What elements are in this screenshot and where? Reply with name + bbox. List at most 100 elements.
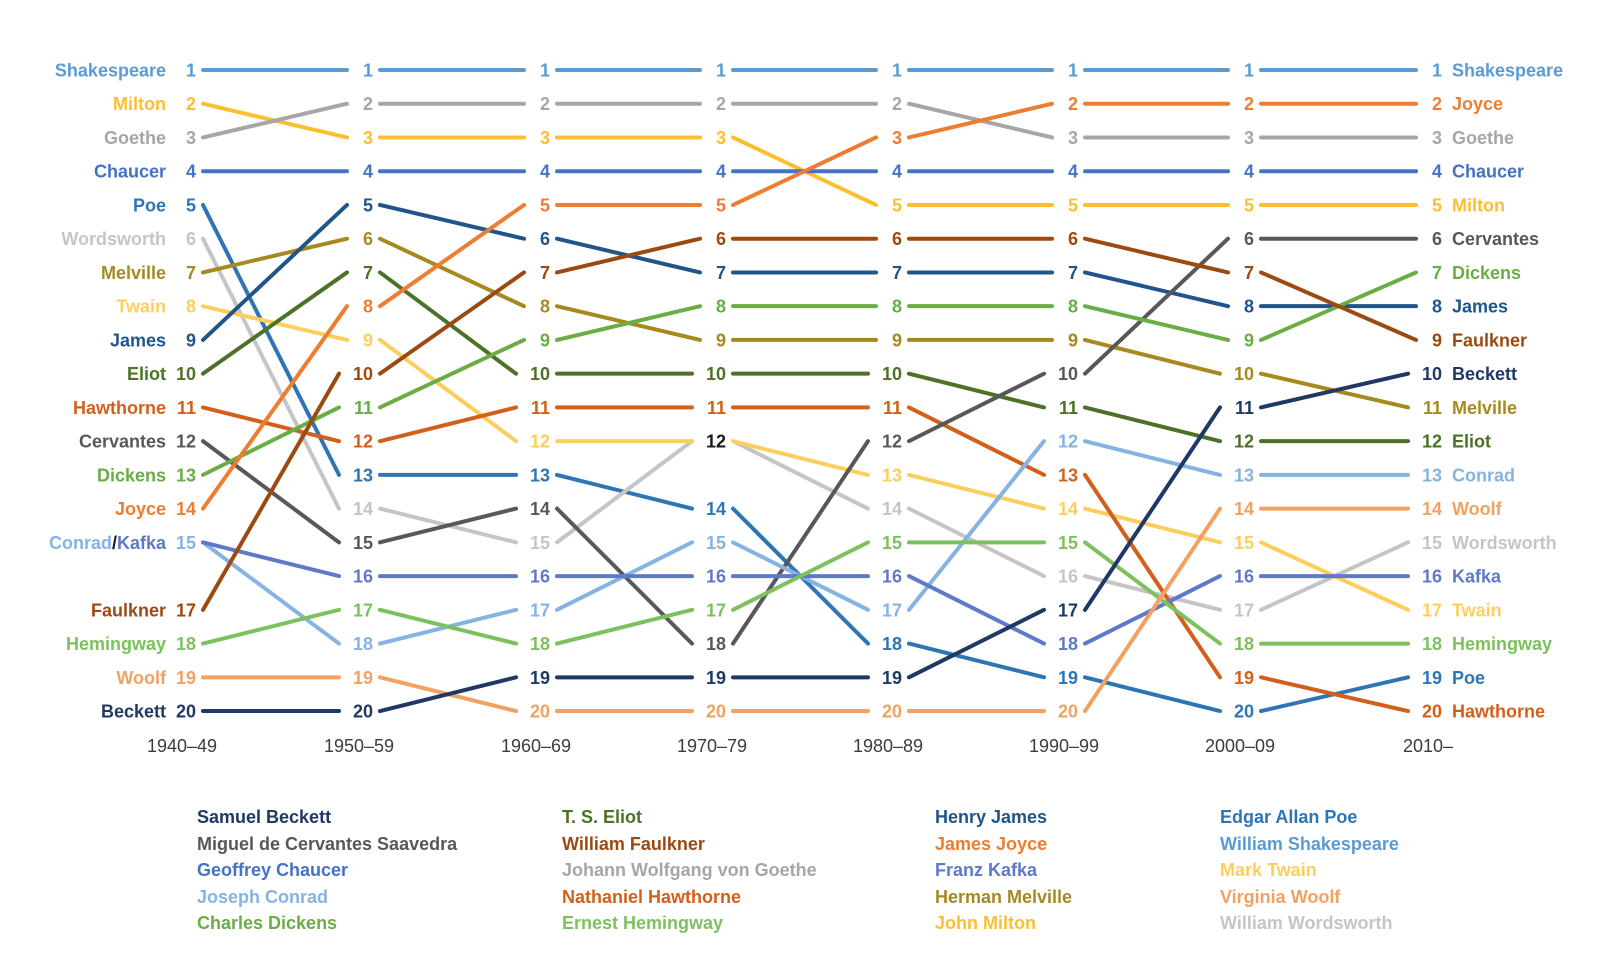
rank-number-col0-r2: 2 — [186, 94, 196, 114]
rank-line-Beckett-4 — [907, 607, 1046, 680]
rank-line-Conrad-5 — [1083, 439, 1222, 477]
rank-number-col5-r13: 13 — [1058, 465, 1078, 485]
rank-line-Joyce-4 — [907, 101, 1054, 140]
rank-number-col6-r15: 15 — [1234, 533, 1254, 553]
rank-number-col6-r2: 2 — [1244, 94, 1254, 114]
rank-number-col2-r16: 16 — [530, 567, 550, 587]
rank-line-Melville-0 — [201, 236, 349, 275]
legend-item-Melville: Herman Melville — [935, 886, 1073, 907]
rank-number-col7-r1: 1 — [1432, 61, 1442, 81]
rank-line-Poe-4 — [907, 641, 1046, 680]
rank-line-Poe-5 — [1083, 675, 1222, 714]
rank-number-col4-r6: 6 — [892, 229, 902, 249]
rank-number-col6-r3: 3 — [1244, 128, 1254, 148]
rank-line-Dickens-2 — [555, 304, 702, 342]
rank-number-col6-r16: 16 — [1234, 567, 1254, 587]
rank-line-Hemingway-1 — [378, 607, 518, 646]
rank-number-col5-r11: 11 — [1059, 398, 1078, 418]
rank-line-Faulkner-5 — [1083, 236, 1230, 275]
rank-line-Kafka-4 — [907, 574, 1046, 646]
rank-line-Wordsworth-2 — [555, 439, 694, 545]
legend-column-2: Henry James James Joyce Franz Kafka Herman … — [935, 804, 1295, 937]
rank-number-col3-r1: 1 — [716, 61, 726, 81]
legend-item-Wordsworth: William Wordsworth — [1220, 913, 1393, 933]
rank-number-col1-r2: 2 — [363, 94, 373, 114]
rank-number-col1-r4: 4 — [363, 162, 373, 182]
series-Woolf — [201, 506, 1410, 714]
left-label-r10: Eliot — [127, 364, 166, 384]
rank-number-col0-r4: 4 — [186, 162, 196, 182]
rank-number-col1-r19: 19 — [353, 668, 373, 688]
right-label-Wordsworth: Wordsworth — [1452, 533, 1557, 553]
rank-number-col4-r2: 2 — [892, 94, 902, 114]
rank-number-col2-r5: 5 — [540, 195, 550, 215]
rank-number-col3-r19: 19 — [706, 668, 726, 688]
rank-number-col2-r13: 13 — [530, 465, 550, 485]
rank-line-Eliot-0 — [201, 270, 349, 376]
left-label-r4: Chaucer — [94, 162, 166, 182]
rank-number-col1-r12: 12 — [353, 432, 373, 452]
rank-number-col0-r1: 1 — [186, 61, 196, 81]
legend-item-Goethe: Johann Wolfgang von Goethe — [562, 860, 817, 880]
rank-number-col4-r11: 11 — [883, 398, 902, 418]
series-Milton — [201, 101, 1418, 207]
rank-line-Dickens-1 — [378, 337, 526, 410]
series-Joyce — [201, 101, 1418, 511]
x-axis-label-5: 1990–99 — [1029, 736, 1099, 756]
rank-number-col0-r6: 6 — [186, 229, 196, 249]
rank-number-col6-r9: 9 — [1244, 330, 1254, 350]
rank-number-col2-r10: 10 — [530, 364, 550, 384]
rank-number-col6-r8: 8 — [1244, 297, 1254, 317]
rank-line-Melville-1 — [378, 236, 526, 309]
legend-item-James: Henry James — [935, 807, 1048, 827]
rank-number-col6-r4: 4 — [1244, 162, 1254, 182]
rank-number-col1-r1: 1 — [363, 61, 373, 81]
legend-item-Dickens: Charles Dickens — [197, 913, 338, 933]
legend-item-Milton: John Milton — [935, 913, 1036, 933]
rank-number-col5-r16: 16 — [1058, 567, 1078, 587]
rank-number-col6-r18: 18 — [1234, 634, 1254, 654]
rank-number-col1-r18: 18 — [353, 634, 373, 654]
rank-number-col4-r5: 5 — [892, 195, 902, 215]
rank-number-col6-r13: 13 — [1234, 465, 1254, 485]
left-label-r6: Wordsworth — [61, 229, 166, 249]
rank-number-col2-r6: 6 — [540, 229, 550, 249]
rank-line-Cervantes-1 — [378, 506, 518, 545]
rank-line-James-0 — [201, 202, 349, 342]
rank-number-col0-r10: 10 — [176, 364, 196, 384]
rank-number-col0-r17: 17 — [176, 600, 196, 620]
rank-number-col7-r10: 10 — [1422, 364, 1442, 384]
rank-number-col5-r5: 5 — [1068, 195, 1078, 215]
rank-number-col7-r18: 18 — [1422, 634, 1442, 654]
rank-number-col3-r9: 9 — [716, 330, 726, 350]
rank-line-James-1 — [378, 202, 526, 241]
rank-number-col6-r14: 14 — [1234, 499, 1254, 519]
right-label-Poe: Poe — [1452, 668, 1485, 688]
rank-number-col3-r20: 20 — [706, 702, 726, 722]
rank-line-Kafka-0 — [201, 540, 341, 579]
rank-number-col7-r12: 12 — [1422, 432, 1442, 452]
legend-item-Poe: Edgar Allan Poe — [1220, 807, 1358, 827]
rank-number-col4-r16: 16 — [882, 567, 902, 587]
rank-number-col4-r20: 20 — [882, 702, 902, 722]
legend-item-Cervantes: Miguel de Cervantes Saavedra — [197, 833, 458, 854]
rank-number-col4-r10: 10 — [882, 364, 902, 384]
left-label-r20: Beckett — [101, 702, 166, 722]
rank-number-col4-r4: 4 — [892, 162, 902, 182]
legend-item-Twain: Mark Twain — [1220, 860, 1317, 880]
legend-item-Beckett: Samuel Beckett — [197, 807, 332, 827]
rank-number-col3-r12: 12 — [706, 432, 726, 452]
rank-number-col5-r9: 9 — [1068, 330, 1078, 350]
rank-number-col0-r19: 19 — [176, 668, 196, 688]
rank-number-col2-r17: 17 — [530, 600, 550, 620]
rank-number-col0-r14: 14 — [176, 499, 196, 519]
rank-number-col1-r5: 5 — [363, 195, 373, 215]
right-label-Melville: Melville — [1452, 398, 1517, 418]
rank-number-col2-r4: 4 — [540, 162, 550, 182]
rank-number-col4-r12: 12 — [882, 432, 902, 452]
rank-line-Joyce-0 — [201, 304, 349, 511]
rank-number-col5-r1: 1 — [1068, 61, 1078, 81]
rank-line-Joyce-3 — [731, 135, 878, 207]
rank-number-col1-r8: 8 — [363, 297, 373, 317]
